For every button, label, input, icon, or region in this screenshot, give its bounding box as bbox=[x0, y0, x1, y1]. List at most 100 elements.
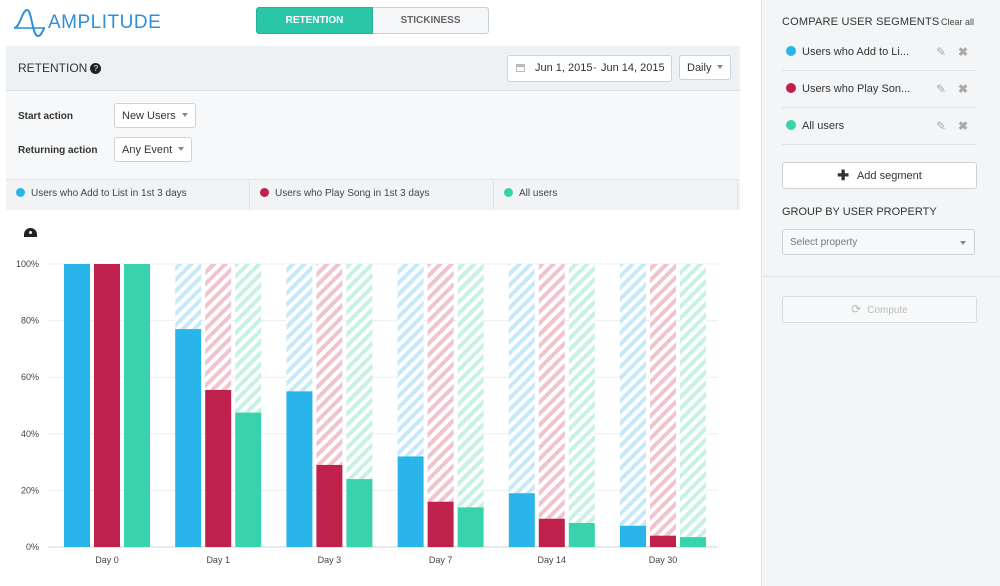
bar-remainder bbox=[427, 264, 454, 502]
legend-label: Users who Add to List in 1st 3 days bbox=[31, 188, 187, 199]
bar[interactable] bbox=[680, 537, 706, 547]
interval-value: Daily bbox=[687, 62, 712, 74]
retention-chart: 0% 20% 40% 60% 80% 100% Day 0 Day 1 Day 3 Day 7 Da… bbox=[16, 259, 718, 565]
bar-remainder bbox=[205, 264, 232, 390]
segment-item[interactable]: Users who Play Son... ✎ ✖ bbox=[782, 71, 976, 108]
select-property-placeholder: Select property bbox=[790, 237, 858, 248]
bar-remainder bbox=[346, 264, 373, 480]
bar-remainder bbox=[175, 264, 202, 330]
logo-text: AMPLITUDE bbox=[48, 12, 162, 33]
returning-action-dropdown[interactable]: Any Event bbox=[114, 137, 193, 162]
legend-item-all-users[interactable]: All users bbox=[494, 180, 738, 210]
legend-item-play-song[interactable]: Users who Play Song in 1st 3 days bbox=[250, 180, 494, 210]
bar[interactable] bbox=[397, 456, 424, 547]
x-tick-label: Day 7 bbox=[429, 555, 453, 565]
bar[interactable] bbox=[124, 264, 150, 547]
legend-item-add-to-list[interactable]: Users who Add to List in 1st 3 days bbox=[6, 180, 250, 210]
y-tick-label: 20% bbox=[21, 485, 39, 495]
bar[interactable] bbox=[64, 264, 90, 547]
date-start: Jun 1, 2015 bbox=[535, 62, 593, 74]
y-tick-label: 40% bbox=[21, 429, 39, 439]
pencil-icon[interactable]: ✎ bbox=[935, 119, 946, 133]
date-range-picker[interactable]: Jun 1, 2015 - Jun 14, 2015 bbox=[507, 55, 672, 82]
bar[interactable] bbox=[346, 479, 373, 547]
start-action-value: New Users bbox=[122, 110, 176, 122]
returning-action-label: Returning action bbox=[18, 145, 98, 156]
bar[interactable] bbox=[427, 501, 454, 547]
bar[interactable] bbox=[568, 522, 595, 547]
chevron-down-icon bbox=[178, 147, 185, 151]
bar[interactable] bbox=[508, 493, 535, 547]
bar[interactable] bbox=[538, 518, 565, 547]
logo[interactable]: AMPLITUDE bbox=[12, 8, 161, 38]
bar-remainder bbox=[680, 264, 706, 538]
bar[interactable] bbox=[286, 391, 313, 547]
chevron-down-icon bbox=[717, 65, 724, 69]
retention-card-header: RETENTION? Jun 1, 2015 - Jun 14, 2015 Da… bbox=[6, 46, 740, 91]
plus-icon: ✚ bbox=[837, 167, 849, 183]
page-title-text: RETENTION bbox=[18, 61, 88, 75]
bar-remainder bbox=[397, 264, 424, 457]
x-tick-label: Day 3 bbox=[318, 555, 342, 565]
bar[interactable] bbox=[650, 535, 676, 547]
bar-remainder bbox=[650, 264, 676, 536]
bar[interactable] bbox=[316, 464, 343, 547]
bar-remainder bbox=[286, 264, 313, 392]
segment-item[interactable]: Users who Add to Li... ✎ ✖ bbox=[782, 34, 976, 71]
group-by-title: GROUP BY USER PROPERTY bbox=[782, 206, 937, 218]
add-segment-button[interactable]: ✚ Add segment bbox=[782, 162, 977, 189]
bar[interactable] bbox=[175, 329, 202, 547]
close-icon[interactable]: ✖ bbox=[957, 45, 968, 59]
interval-dropdown[interactable]: Daily bbox=[679, 55, 731, 80]
x-tick-label: Day 30 bbox=[649, 555, 678, 565]
pencil-icon[interactable]: ✎ bbox=[935, 82, 946, 96]
y-tick-label: 60% bbox=[21, 372, 39, 382]
clear-all-link[interactable]: Clear all bbox=[940, 17, 974, 27]
legend-dot-icon bbox=[260, 188, 269, 197]
close-icon[interactable]: ✖ bbox=[957, 82, 968, 96]
amplitude-logo-icon bbox=[13, 8, 46, 38]
y-tick-label: 80% bbox=[21, 316, 39, 326]
gauge-icon[interactable] bbox=[24, 228, 37, 237]
date-end: Jun 14, 2015 bbox=[601, 62, 665, 74]
compute-button[interactable]: ⟳ Compute bbox=[782, 296, 977, 323]
close-icon[interactable]: ✖ bbox=[957, 119, 968, 133]
segment-dot-icon bbox=[786, 120, 796, 130]
y-tick-label: 100% bbox=[16, 259, 39, 269]
bar-remainder bbox=[568, 264, 595, 523]
legend-dot-icon bbox=[16, 188, 25, 197]
pencil-icon[interactable]: ✎ bbox=[935, 45, 946, 59]
bar[interactable] bbox=[94, 264, 120, 547]
page-title: RETENTION? bbox=[18, 61, 102, 75]
select-property-dropdown[interactable]: Select property bbox=[782, 229, 975, 255]
bar-remainder bbox=[457, 264, 484, 508]
action-filters: Start action New Users Returning action … bbox=[6, 91, 740, 179]
legend-label: Users who Play Song in 1st 3 days bbox=[275, 188, 430, 199]
tab-retention[interactable]: RETENTION bbox=[256, 7, 373, 34]
returning-action-value: Any Event bbox=[122, 144, 173, 156]
x-tick-label: Day 14 bbox=[538, 555, 567, 565]
segment-dot-icon bbox=[786, 46, 796, 56]
add-segment-label: Add segment bbox=[856, 170, 922, 182]
bar-remainder bbox=[620, 264, 646, 526]
view-tabs: RETENTION STICKINESS bbox=[256, 7, 489, 34]
segment-label: Users who Add to Li... bbox=[802, 46, 909, 58]
bar[interactable] bbox=[235, 412, 262, 547]
x-tick-label: Day 0 bbox=[95, 555, 119, 565]
bar-remainder bbox=[235, 264, 262, 413]
bar-remainder bbox=[538, 264, 565, 519]
start-action-dropdown[interactable]: New Users bbox=[114, 103, 196, 128]
bar[interactable] bbox=[205, 389, 232, 547]
compare-segments-title: COMPARE USER SEGMENTS bbox=[782, 16, 940, 28]
bar-remainder bbox=[508, 264, 535, 494]
segment-item[interactable]: All users ✎ ✖ bbox=[782, 108, 976, 145]
chart-legend: Users who Add to List in 1st 3 days User… bbox=[6, 179, 740, 211]
segment-label: Users who Play Son... bbox=[802, 83, 911, 95]
legend-dot-icon bbox=[504, 188, 513, 197]
bar-remainder bbox=[316, 264, 343, 465]
bar[interactable] bbox=[457, 507, 484, 547]
help-icon[interactable]: ? bbox=[90, 63, 102, 74]
start-action-label: Start action bbox=[18, 111, 74, 122]
bar[interactable] bbox=[620, 525, 646, 547]
tab-stickiness[interactable]: STICKINESS bbox=[373, 7, 489, 34]
